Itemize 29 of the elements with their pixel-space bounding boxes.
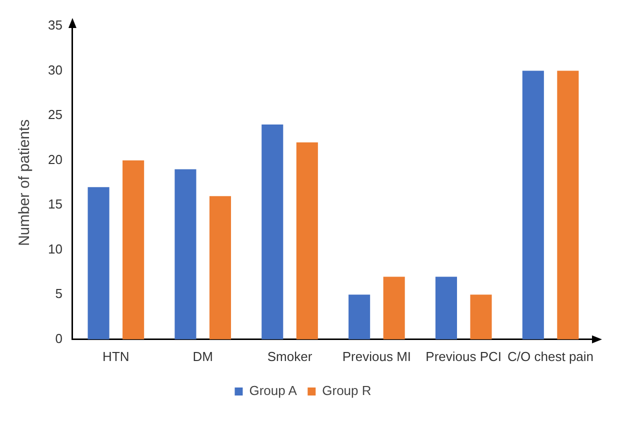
bar [348,294,370,340]
y-tick-label: 15 [48,196,62,212]
y-tick-label: 35 [48,18,62,33]
x-tick-label: C/O chest pain [508,348,594,364]
x-tick-label: Previous PCI [426,348,502,364]
bar [383,276,405,340]
bar [262,124,284,340]
x-tick-label: Previous MI [342,348,412,364]
bar [174,169,196,340]
y-tick-label: 10 [48,241,62,256]
bar [470,294,492,340]
bar [435,276,458,340]
x-tick-label: Smoker [267,348,313,364]
bar [557,70,579,340]
y-tick-label: 30 [48,62,62,78]
bar [88,187,110,340]
y-tick-label: 0 [55,330,62,346]
bar [296,142,318,340]
x-tick-label: HTN [102,348,130,364]
y-tick-label: 5 [55,286,62,302]
legend-label: Group A [249,383,298,398]
y-axis-title: Number of patients [16,119,34,246]
x-tick-label: DM [192,348,213,364]
bar [522,70,544,340]
legend-label: Group R [322,383,372,398]
bar [122,160,144,340]
y-tick-label: 20 [48,152,62,167]
bar [209,196,232,340]
y-tick-label: 25 [48,107,62,122]
